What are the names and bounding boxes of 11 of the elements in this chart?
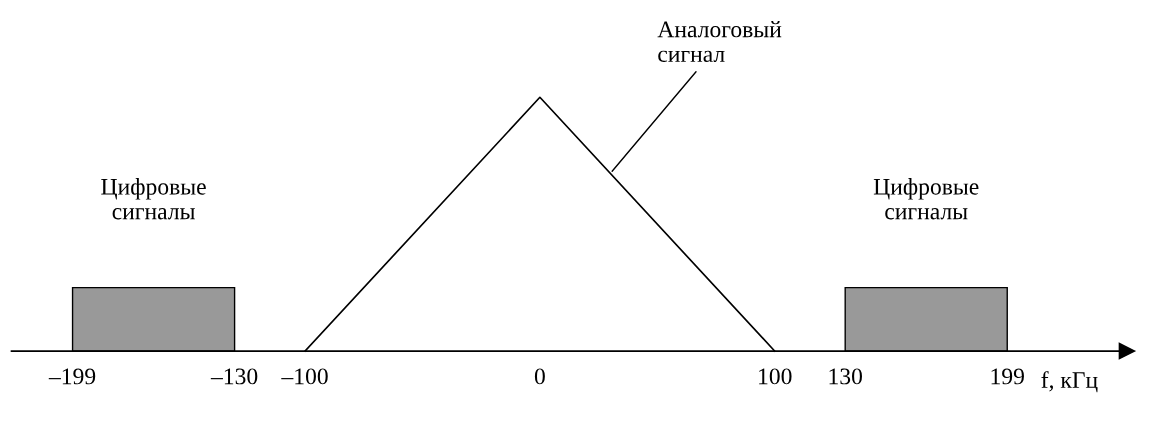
- annotation: Цифровые сигналы: [873, 178, 979, 220]
- annotation: Аналоговый сигнал: [657, 20, 782, 63]
- x-axis-title: f, кГц: [1041, 371, 1098, 393]
- x-tick-label: –199: [48, 368, 96, 385]
- annotation: Цифровые сигналы: [101, 178, 206, 220]
- x-tick-label: –100: [281, 368, 328, 385]
- x-tick-label: 100: [759, 368, 792, 385]
- x-tick-label: 199: [991, 368, 1024, 385]
- x-tick-label: –130: [210, 368, 258, 385]
- x-tick-label: 130: [829, 368, 862, 385]
- x-tick-label: 0: [534, 368, 545, 385]
